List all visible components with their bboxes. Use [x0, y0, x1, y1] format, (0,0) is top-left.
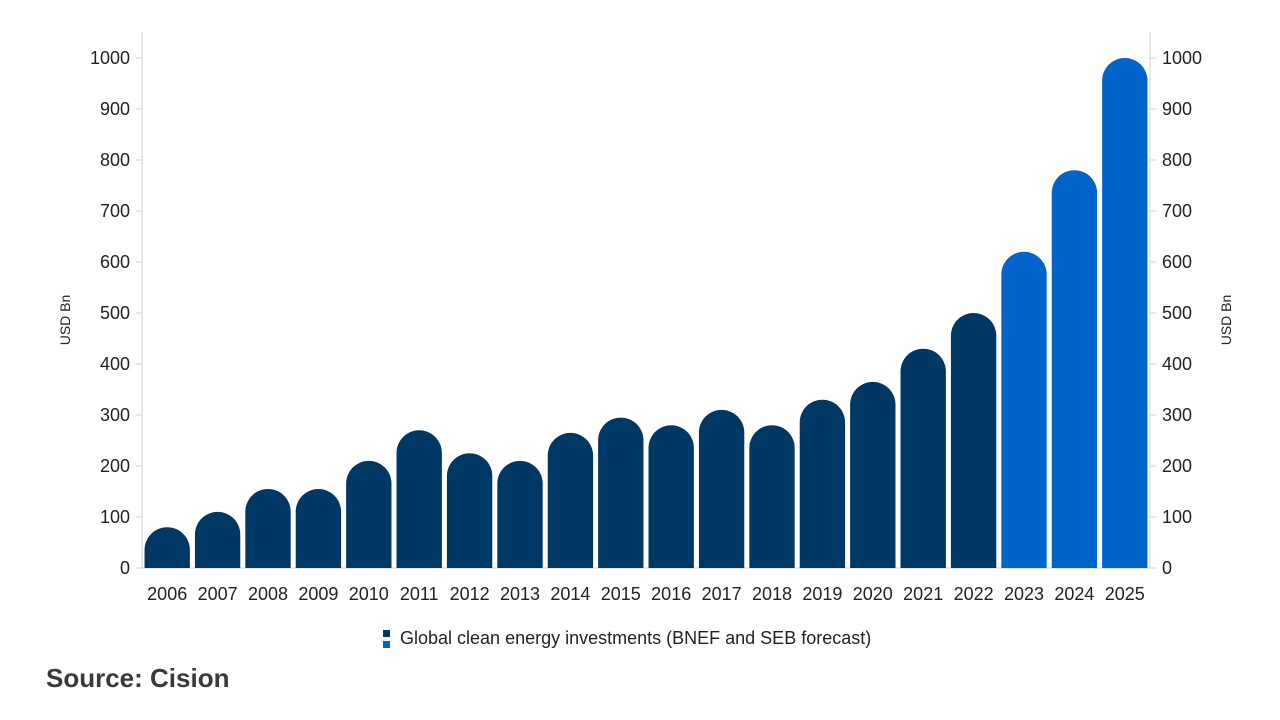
x-tick-label: 2018: [752, 584, 792, 604]
right-tick-label: 200: [1162, 456, 1192, 476]
bar-2014: [547, 432, 594, 568]
right-tick-label: 800: [1162, 150, 1192, 170]
x-tick-label: 2010: [349, 584, 389, 604]
legend-swatch-forecast: [383, 641, 390, 648]
right-tick-label: 500: [1162, 303, 1192, 323]
left-tick-label: 500: [100, 303, 130, 323]
bar-2007: [194, 511, 241, 568]
x-tick-label: 2022: [954, 584, 994, 604]
x-tick-label: 2007: [198, 584, 238, 604]
x-tick-label: 2019: [802, 584, 842, 604]
left-tick-label: 600: [100, 252, 130, 272]
bar-2020: [850, 381, 896, 568]
right-tick-label: 400: [1162, 354, 1192, 374]
right-tick-label: 700: [1162, 201, 1192, 221]
left-tick-label: 800: [100, 150, 130, 170]
x-tick-label: 2009: [298, 584, 338, 604]
x-axis-ticks: 2006 2007 2008 2009 2010 2011 2012 2013 2014 2015…: [147, 584, 1145, 604]
bar-2017: [698, 409, 745, 568]
left-tick-label: 1000: [90, 48, 130, 68]
source-caption: Source: Cision: [46, 663, 230, 693]
bar-2024: [1051, 170, 1098, 568]
x-tick-label: 2015: [601, 584, 641, 604]
x-tick-label: 2017: [702, 584, 742, 604]
left-tick-label: 100: [100, 507, 130, 527]
bar-2018: [749, 425, 795, 568]
bar-2023: [1001, 251, 1047, 568]
legend: Global clean energy investments (BNEF an…: [383, 628, 871, 648]
legend-label: Global clean energy investments (BNEF an…: [400, 628, 871, 648]
bar-2009: [295, 488, 342, 568]
left-tick-label: 700: [100, 201, 130, 221]
right-y-axis: 0 100 200 300 400 500 600 700 800 900 1000: [1149, 32, 1202, 578]
left-y-axis: 0 100 200 300 400 500 600 700 800 900 1000: [90, 32, 1150, 578]
x-tick-label: 2011: [400, 584, 439, 604]
x-tick-label: 2016: [651, 584, 691, 604]
bar-2013: [497, 460, 543, 568]
y-axis-title-left: USD Bn: [57, 295, 73, 346]
bar-2016: [648, 425, 694, 568]
bar-2021: [900, 348, 946, 568]
x-tick-label: 2024: [1054, 584, 1094, 604]
bar-2015: [598, 417, 644, 568]
x-tick-label: 2013: [500, 584, 540, 604]
x-tick-label: 2008: [248, 584, 288, 604]
x-tick-label: 2014: [550, 584, 590, 604]
bar-2022: [950, 312, 997, 568]
x-tick-label: 2021: [903, 584, 943, 604]
left-tick-label: 400: [100, 354, 130, 374]
bar-2011: [396, 430, 442, 568]
bars: [144, 58, 1148, 568]
bar-2019: [799, 399, 846, 568]
bar-2010: [346, 460, 392, 568]
left-tick-label: 0: [120, 558, 130, 578]
bar-2008: [245, 488, 291, 568]
x-tick-label: 2020: [853, 584, 893, 604]
right-tick-label: 300: [1162, 405, 1192, 425]
bar-2006: [144, 527, 190, 568]
legend-swatch-historical: [383, 630, 390, 637]
x-tick-label: 2025: [1105, 584, 1145, 604]
x-tick-label: 2023: [1004, 584, 1044, 604]
right-tick-label: 0: [1162, 558, 1172, 578]
x-tick-label: 2006: [147, 584, 187, 604]
right-tick-label: 1000: [1162, 48, 1202, 68]
bar-2025: [1102, 58, 1148, 568]
left-tick-label: 900: [100, 99, 130, 119]
right-tick-label: 100: [1162, 507, 1192, 527]
y-axis-title-right: USD Bn: [1218, 295, 1234, 346]
x-tick-label: 2012: [450, 584, 490, 604]
left-tick-label: 200: [100, 456, 130, 476]
right-tick-label: 600: [1162, 252, 1192, 272]
bar-2012: [446, 453, 493, 568]
right-tick-label: 900: [1162, 99, 1192, 119]
left-tick-label: 300: [100, 405, 130, 425]
